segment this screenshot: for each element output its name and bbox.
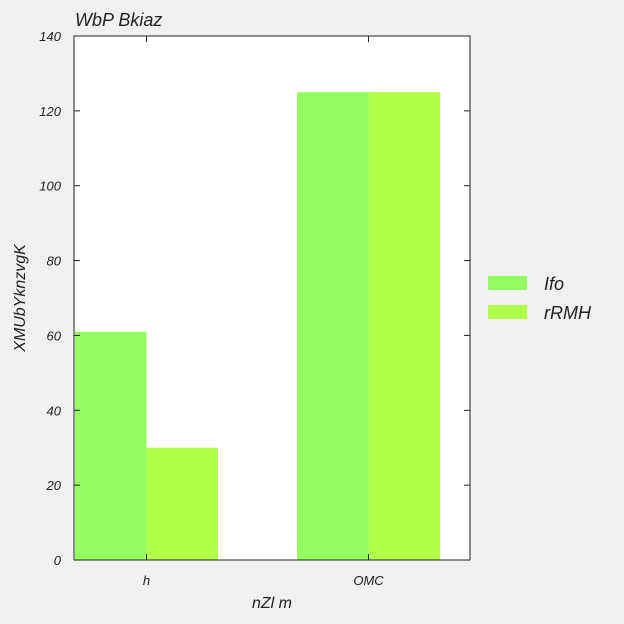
y-tick-label: 140 bbox=[39, 29, 61, 44]
legend: Ifo rRMH bbox=[488, 274, 592, 323]
y-tick-label: 100 bbox=[39, 179, 61, 194]
y-tick-label: 40 bbox=[47, 403, 62, 418]
y-tick-label: 20 bbox=[46, 478, 62, 493]
y-tick-label: 60 bbox=[47, 328, 62, 343]
legend-swatch-Ifo bbox=[488, 276, 527, 290]
y-tick-label: 120 bbox=[39, 104, 61, 119]
y-tick-label: 80 bbox=[47, 254, 62, 269]
bars-group bbox=[75, 92, 440, 561]
plot-frame bbox=[73, 35, 471, 561]
bar-Ifo-OMC bbox=[297, 92, 369, 561]
legend-label-Ifo: Ifo bbox=[544, 274, 564, 294]
y-axis-label: XMUbYknzvgK bbox=[12, 243, 29, 353]
chart-title: WbP Bkiaz bbox=[75, 10, 162, 30]
y-tick-label: 0 bbox=[54, 553, 62, 568]
legend-label-rRMH: rRMH bbox=[544, 303, 592, 323]
axes-group: 0 20 40 60 80 100 120 140 h OMC bbox=[39, 29, 471, 588]
x-tick-label: h bbox=[143, 573, 150, 588]
bar-Ifo-h bbox=[75, 331, 147, 560]
bar-rRMH-OMC bbox=[368, 92, 440, 561]
x-tick-label: OMC bbox=[353, 573, 384, 588]
x-axis-label: nZl m bbox=[252, 595, 292, 612]
bar-rRMH-h bbox=[146, 447, 218, 560]
legend-swatch-rRMH bbox=[488, 305, 527, 319]
